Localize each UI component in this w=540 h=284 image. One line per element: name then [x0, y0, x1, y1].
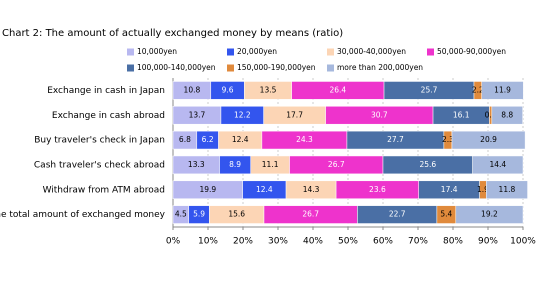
data-label: 12.4 [232, 135, 249, 144]
bar-segment [455, 205, 524, 224]
data-label: 23.6 [369, 185, 386, 194]
bar-segment [472, 155, 524, 175]
legend-swatch [427, 48, 434, 56]
data-label: 12.4 [256, 185, 273, 194]
data-label: 26.4 [329, 85, 346, 94]
x-tick-label: 40% [303, 237, 323, 247]
legend-label: 100,000-140,000yen [137, 63, 216, 72]
data-label: 11.9 [494, 85, 511, 94]
data-label: 13.3 [188, 160, 205, 169]
data-label: 14.4 [489, 160, 506, 169]
data-label: 12.2 [234, 110, 251, 119]
data-label: 25.7 [421, 85, 438, 94]
data-label: 8.8 [501, 110, 513, 119]
x-tick-label: 10% [198, 237, 218, 247]
legend-label: more than 200,000yen [337, 63, 423, 72]
bar-segment [486, 180, 528, 199]
x-tick-label: 90% [478, 237, 498, 247]
data-label: 24.3 [296, 135, 313, 144]
y-tick-label: Exchange in cash in Japan [47, 86, 165, 96]
y-tick-label: Withdraw from ATM abroad [43, 185, 165, 195]
data-label: 2.3 [442, 135, 454, 144]
y-tick-label: Exchange in cash abroad [52, 111, 165, 121]
data-label: 26.7 [302, 210, 319, 219]
data-label: 22.7 [389, 210, 406, 219]
data-label: 26.7 [328, 160, 345, 169]
data-label: 5.9 [193, 210, 205, 219]
x-tick-label: 50% [338, 237, 358, 247]
data-label: 13.5 [260, 85, 277, 94]
data-label: 30.7 [371, 110, 388, 119]
data-label: 10.8 [184, 85, 201, 94]
data-label: 19.9 [199, 185, 216, 194]
data-label: 25.6 [419, 160, 436, 169]
data-label: 17.4 [441, 185, 458, 194]
data-label: 1.9 [477, 185, 489, 194]
x-tick-label: 70% [408, 237, 428, 247]
x-tick-label: 60% [373, 237, 393, 247]
legend-swatch [227, 48, 234, 56]
x-tick-label: 30% [268, 237, 288, 247]
legend-label: 30,000-40,000yen [337, 47, 406, 56]
data-label: 6.8 [179, 135, 191, 144]
y-tick-label: The total amount of exchanged money [0, 210, 166, 220]
legend-swatch [127, 48, 134, 56]
bar-segment [491, 106, 523, 125]
legend-swatch [227, 64, 234, 72]
legend-swatch [127, 64, 134, 72]
x-tick-label: 0% [166, 237, 181, 247]
data-label: 16.1 [453, 110, 470, 119]
data-label: 8.9 [229, 160, 241, 169]
data-label: 19.2 [481, 210, 498, 219]
data-label: 2.2 [472, 85, 484, 94]
data-label: 11.1 [262, 160, 279, 169]
chart-title: Chart 2: The amount of actually exchange… [2, 28, 343, 39]
y-tick-label: Cash traveler's check abroad [34, 160, 165, 170]
legend-label: 150,000-190,000yen [237, 63, 316, 72]
data-label: 11.8 [499, 185, 516, 194]
legend-label: 50,000-90,000yen [437, 47, 506, 56]
data-label: 0.7 [485, 110, 497, 119]
data-label: 20.9 [480, 135, 497, 144]
legend-swatch [327, 48, 334, 56]
x-tick-label: 100% [510, 237, 536, 247]
x-tick-label: 20% [233, 237, 253, 247]
data-label: 14.3 [303, 185, 320, 194]
data-label: 27.7 [387, 135, 404, 144]
legend-label: 20,000yen [237, 47, 277, 56]
data-label: 17.7 [286, 110, 303, 119]
legend-swatch [327, 64, 334, 72]
data-label: 6.2 [202, 135, 214, 144]
x-tick-label: 80% [443, 237, 463, 247]
data-label: 5.4 [440, 210, 452, 219]
y-tick-label: Buy traveler's check in Japan [34, 136, 165, 146]
data-label: 13.7 [189, 110, 206, 119]
data-label: 15.6 [228, 210, 245, 219]
legend-label: 10,000yen [137, 47, 177, 56]
bar-segment [481, 81, 524, 100]
bar-segment [451, 130, 526, 150]
data-label: 4.5 [175, 210, 187, 219]
data-label: 9.6 [222, 85, 234, 94]
